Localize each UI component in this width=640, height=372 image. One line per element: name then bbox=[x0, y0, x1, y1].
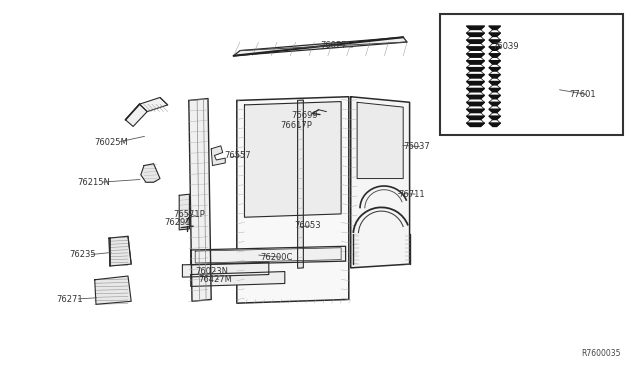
Polygon shape bbox=[489, 116, 500, 119]
Text: 76053: 76053 bbox=[294, 221, 321, 230]
Polygon shape bbox=[489, 47, 500, 50]
Text: 77601: 77601 bbox=[570, 90, 596, 99]
Polygon shape bbox=[351, 97, 410, 268]
Polygon shape bbox=[489, 54, 500, 57]
Polygon shape bbox=[191, 272, 285, 286]
Polygon shape bbox=[125, 104, 147, 126]
Polygon shape bbox=[141, 164, 160, 182]
Polygon shape bbox=[467, 74, 484, 78]
Text: 76699: 76699 bbox=[291, 111, 318, 120]
Text: 76291: 76291 bbox=[164, 218, 190, 227]
Text: 76215N: 76215N bbox=[77, 178, 109, 187]
Polygon shape bbox=[489, 95, 500, 99]
Polygon shape bbox=[467, 123, 484, 126]
Polygon shape bbox=[467, 40, 484, 44]
Bar bbox=[440, 14, 623, 135]
Polygon shape bbox=[489, 68, 500, 71]
Text: 76427M: 76427M bbox=[198, 275, 232, 284]
Polygon shape bbox=[244, 102, 341, 217]
Polygon shape bbox=[211, 146, 225, 166]
Polygon shape bbox=[489, 40, 500, 44]
Polygon shape bbox=[467, 54, 484, 57]
Polygon shape bbox=[489, 61, 500, 64]
Polygon shape bbox=[467, 61, 484, 64]
Text: 76037: 76037 bbox=[403, 142, 430, 151]
Text: 76235: 76235 bbox=[69, 250, 96, 259]
Text: 76039: 76039 bbox=[492, 42, 519, 51]
Polygon shape bbox=[467, 33, 484, 36]
Polygon shape bbox=[179, 194, 189, 230]
Polygon shape bbox=[357, 102, 403, 179]
Polygon shape bbox=[191, 246, 346, 265]
Polygon shape bbox=[234, 37, 407, 56]
Polygon shape bbox=[140, 97, 168, 112]
Text: 76027: 76027 bbox=[320, 41, 347, 50]
Polygon shape bbox=[489, 89, 500, 92]
Polygon shape bbox=[489, 102, 500, 106]
Polygon shape bbox=[467, 95, 484, 99]
Polygon shape bbox=[298, 100, 303, 268]
Polygon shape bbox=[467, 81, 484, 85]
Polygon shape bbox=[467, 47, 484, 50]
Polygon shape bbox=[489, 81, 500, 85]
Polygon shape bbox=[467, 89, 484, 92]
Text: 76025M: 76025M bbox=[95, 138, 129, 147]
Polygon shape bbox=[237, 97, 349, 303]
Polygon shape bbox=[467, 109, 484, 113]
Polygon shape bbox=[109, 236, 131, 266]
Text: 76617P: 76617P bbox=[280, 121, 312, 130]
Polygon shape bbox=[489, 33, 500, 36]
Polygon shape bbox=[467, 102, 484, 106]
Polygon shape bbox=[489, 109, 500, 113]
Text: 76271: 76271 bbox=[56, 295, 83, 304]
Text: 76200C: 76200C bbox=[260, 253, 292, 262]
Text: 76711: 76711 bbox=[399, 190, 426, 199]
Text: R7600035: R7600035 bbox=[581, 349, 621, 358]
Polygon shape bbox=[489, 74, 500, 78]
Polygon shape bbox=[189, 99, 211, 301]
Text: 76571P: 76571P bbox=[173, 210, 205, 219]
Polygon shape bbox=[489, 26, 500, 29]
Polygon shape bbox=[467, 68, 484, 71]
Text: 76557: 76557 bbox=[224, 151, 251, 160]
Text: 76023N: 76023N bbox=[195, 267, 228, 276]
Polygon shape bbox=[182, 262, 269, 277]
Polygon shape bbox=[489, 123, 500, 126]
Polygon shape bbox=[467, 116, 484, 119]
Polygon shape bbox=[95, 276, 131, 304]
Polygon shape bbox=[467, 26, 484, 29]
